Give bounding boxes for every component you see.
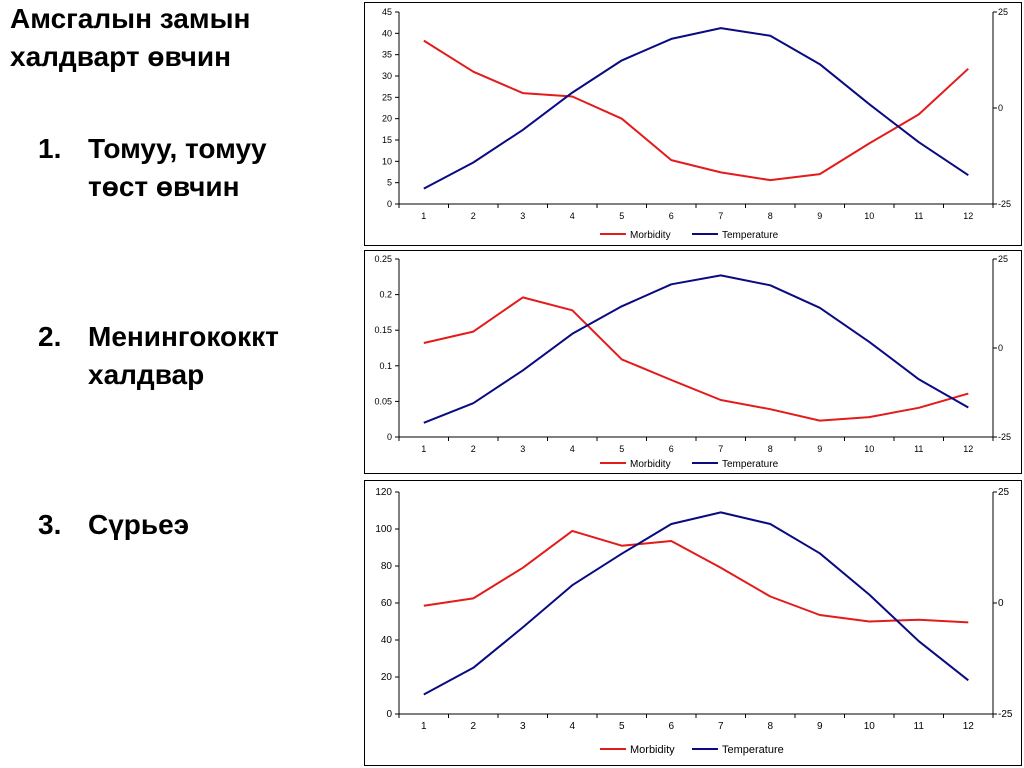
x-tick-label: 9 [817,444,822,454]
temperature-series-line [423,511,969,696]
legend-label-temperature: Temperature [722,230,779,241]
list-number: 3. [38,509,62,540]
y-tick-label-right: 0 [998,598,1004,609]
y-tick-label-left: 45 [382,7,392,17]
y-tick-label-right: 0 [998,103,1003,113]
y-tick-label-left: 0 [386,709,392,720]
y-tick-label-right: 25 [998,7,1008,17]
morbidity-series-line [423,529,969,624]
y-tick-label-left: 100 [375,524,392,535]
x-tick-label: 9 [817,211,822,221]
list-number: 2. [38,321,62,352]
x-tick-label: 10 [864,721,876,732]
y-tick-label-left: 40 [381,635,393,646]
y-tick-label-left: 0.1 [379,361,392,371]
temperature-series-line [423,274,969,424]
y-tick-label-right: -25 [998,432,1011,442]
x-tick-label: 5 [619,211,624,221]
y-tick-label-right: -25 [998,199,1011,209]
x-tick-label: 8 [767,721,773,732]
slide-title: Амсгалын замын халдварт өвчин [10,3,251,72]
y-tick-label-right: 25 [998,254,1008,264]
x-tick-label: 3 [520,721,526,732]
y-tick-label-left: 5 [387,178,392,188]
x-tick-label: 10 [864,211,874,221]
list-text: Сүрьеэ [88,509,190,540]
temperature-series-line [423,27,969,190]
x-tick-label: 11 [914,721,925,732]
x-tick-label: 8 [768,211,773,221]
x-tick-label: 4 [570,444,575,454]
y-tick-label-left: 30 [382,71,392,81]
x-tick-label: 1 [421,211,426,221]
legend-label-temperature: Temperature [722,459,779,470]
legend-label-morbidity: Morbidity [630,744,675,756]
chart-influenza: 0 5 10 15 20 25 30 35 40 45 -25 0 25 1 2 3 4 5 6 7 8 9 10 11 12 M… [364,2,1022,246]
y-tick-label-left: 60 [381,598,393,609]
x-tick-label: 7 [718,721,724,732]
x-tick-label: 11 [914,444,923,454]
y-tick-label-left: 35 [382,50,392,60]
x-tick-label: 11 [914,211,923,221]
x-tick-label: 12 [963,211,973,221]
x-tick-label: 6 [669,211,674,221]
y-tick-label-left: 0 [387,432,392,442]
x-tick-label: 4 [570,211,575,221]
list-number: 1. [38,133,62,164]
x-tick-label: 6 [668,721,674,732]
y-tick-label-left: 20 [382,114,392,124]
x-tick-label: 5 [619,721,625,732]
y-tick-label-left: 0.15 [374,325,392,335]
x-tick-label: 1 [421,444,426,454]
y-tick-label-right: 25 [998,487,1010,498]
y-tick-label-left: 0 [387,199,392,209]
morbidity-series-line [423,296,969,422]
x-tick-label: 4 [569,721,575,732]
list-text: Томуу, томуу төст өвчин [88,133,267,202]
legend-label-morbidity: Morbidity [630,459,671,470]
x-tick-label: 3 [520,211,525,221]
x-tick-label: 10 [864,444,874,454]
chart-tuberculosis: 0 20 40 60 80 100 120 -25 0 25 1 2 3 4 5 6 7 8 9 10 11 12 Morb… [364,480,1022,766]
y-tick-label-left: 120 [375,487,392,498]
x-tick-label: 8 [768,444,773,454]
x-tick-label: 5 [619,444,624,454]
legend-label-morbidity: Morbidity [630,230,671,241]
x-tick-label: 12 [963,721,975,732]
x-tick-label: 9 [817,721,823,732]
x-tick-label: 7 [718,211,723,221]
x-tick-label: 2 [471,211,476,221]
legend-label-temperature: Temperature [722,744,784,756]
y-tick-label-left: 0.25 [374,254,392,264]
list-text: Менингококкт халдвар [88,321,279,390]
y-tick-label-left: 40 [382,28,392,38]
x-tick-label: 1 [421,721,427,732]
y-tick-label-right: -25 [998,709,1013,720]
y-tick-label-left: 80 [381,561,393,572]
y-tick-label-left: 0.05 [374,396,392,406]
morbidity-series-line [423,39,969,182]
y-tick-label-left: 15 [382,135,392,145]
x-tick-label: 12 [963,444,973,454]
x-tick-label: 3 [520,444,525,454]
y-tick-label-left: 10 [382,156,392,166]
x-tick-label: 6 [669,444,674,454]
y-tick-label-left: 0.2 [379,290,392,300]
y-tick-label-left: 20 [381,672,393,683]
x-tick-label: 7 [718,444,723,454]
x-tick-label: 2 [470,721,476,732]
y-tick-label-right: 0 [998,343,1003,353]
chart-meningococcal: 0 0.05 0.1 0.15 0.2 0.25 -25 0 25 1 2 3 4 5 6 7 8 9 10 11 12… [364,250,1022,474]
x-tick-label: 2 [471,444,476,454]
y-tick-label-left: 25 [382,92,392,102]
